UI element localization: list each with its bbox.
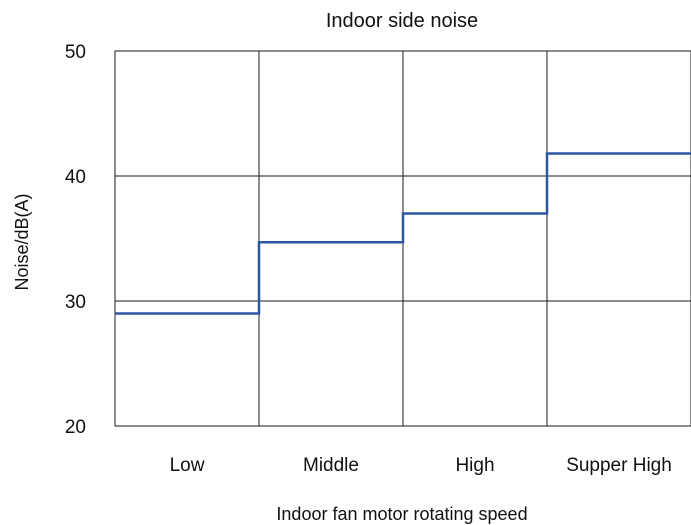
y-tick-label: 20 xyxy=(65,417,86,438)
x-axis-label: Indoor fan motor rotating speed xyxy=(276,504,527,524)
x-tick-label: Low xyxy=(170,455,205,476)
y-axis-ticks: 20 30 40 50 xyxy=(65,42,86,438)
x-tick-label: Middle xyxy=(303,455,359,476)
series-layer xyxy=(115,152,691,315)
x-tick-label: High xyxy=(455,455,494,476)
x-axis-ticks: Low Middle High Supper High xyxy=(170,455,672,476)
y-tick-label: 30 xyxy=(65,292,86,313)
y-tick-label: 40 xyxy=(65,167,86,188)
y-tick-label: 50 xyxy=(65,42,86,63)
y-axis-label: Noise/dB(A) xyxy=(12,193,32,290)
x-tick-label: Supper High xyxy=(566,455,672,476)
series-line xyxy=(115,152,691,315)
chart-title: Indoor side noise xyxy=(326,10,478,32)
